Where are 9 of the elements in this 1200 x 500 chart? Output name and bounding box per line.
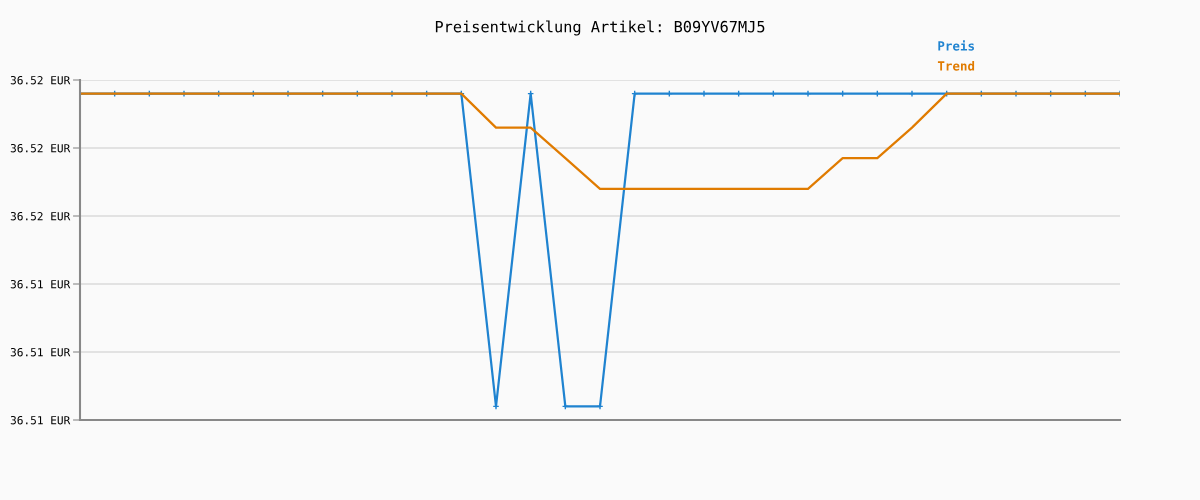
y-tick-label: 36.52 EUR — [10, 76, 71, 85]
y-tick-label: 36.51 EUR — [10, 416, 71, 425]
y-tick-label: 36.51 EUR — [10, 348, 71, 357]
series-label: Trend — [937, 60, 975, 71]
chart-title: Preisentwicklung Artikel: B09YV67MJ5 — [435, 20, 765, 36]
text: Preis — [938, 40, 974, 51]
y-tick-label: 36.52 EUR — [10, 212, 71, 221]
y-tick-label: 36.51 EUR — [10, 280, 71, 289]
y-tick-label: 36.52 EUR — [10, 144, 71, 153]
